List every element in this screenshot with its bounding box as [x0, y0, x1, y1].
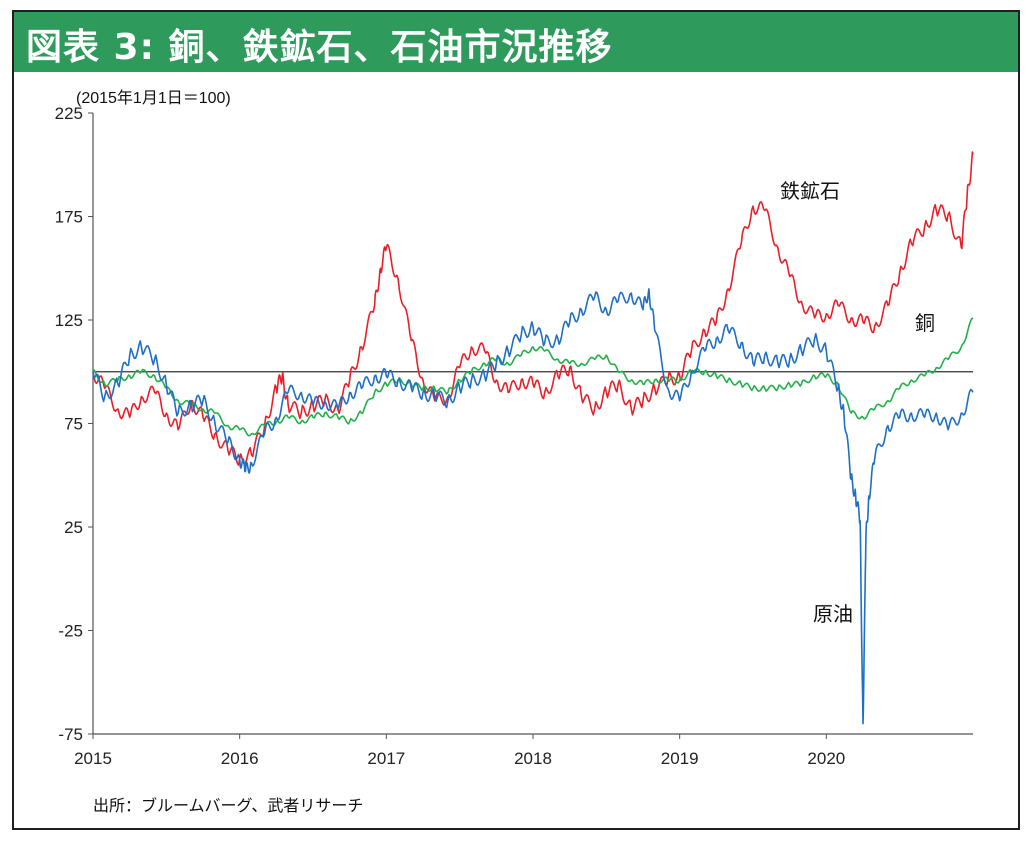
x-tick-label: 2018 [514, 749, 552, 768]
x-tick-label: 2020 [807, 749, 845, 768]
y-tick-label: 125 [55, 311, 83, 330]
plot-area: 225 175 125 75 25 -25 -75 2015 2016 2017 2018 2019 2… [55, 104, 974, 768]
x-tick-label: 2017 [367, 749, 405, 768]
y-tick-label: 225 [55, 104, 83, 123]
title-bar: 図表 3: 銅、鉄鉱石、石油市況推移 [12, 10, 1020, 72]
y-tick-label: -25 [58, 622, 83, 641]
x-tick-label: 2019 [661, 749, 699, 768]
label-copper: 銅 [915, 312, 935, 335]
y-tick-label: -75 [58, 725, 83, 744]
x-tick-label: 2015 [74, 749, 112, 768]
source-note: 出所：ブルームバーグ、武者リサーチ [93, 796, 364, 815]
label-crude-oil: 原油 [813, 603, 853, 626]
y-tick-label: 175 [55, 208, 83, 227]
copper-line [92, 317, 974, 437]
x-tick-label: 2016 [221, 749, 259, 768]
label-iron-ore: 鉄鉱石 [780, 180, 840, 203]
figure-title: 図表 3: 銅、鉄鉱石、石油市況推移 [26, 27, 613, 68]
unit-note: (2015年1月1日＝100) [76, 89, 231, 107]
y-tick-label: 25 [64, 518, 83, 537]
crude-oil-line [92, 288, 974, 725]
y-tick-label: 75 [64, 415, 83, 434]
iron-ore-line [92, 151, 974, 466]
